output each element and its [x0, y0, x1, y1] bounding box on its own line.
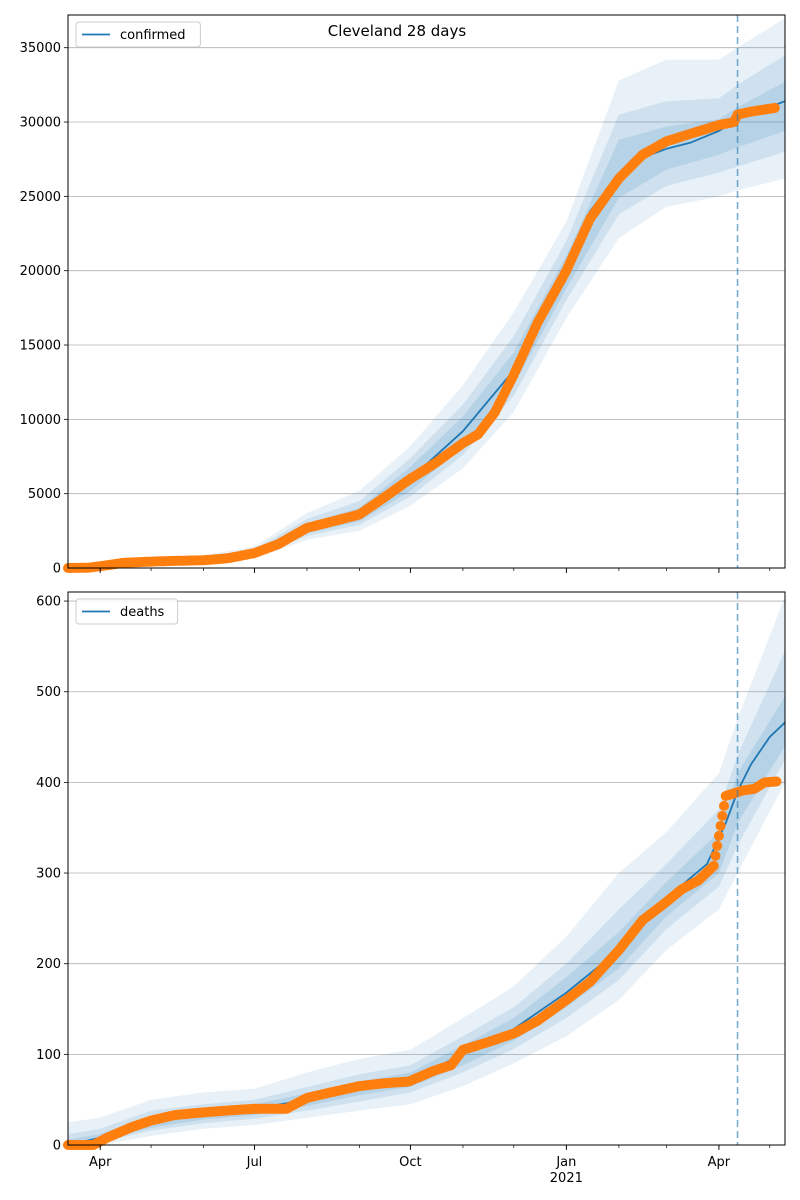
legend-label: confirmed — [120, 28, 186, 43]
confidence-band — [68, 18, 785, 568]
y-tick-label: 200 — [36, 957, 61, 972]
legend: deaths — [75, 598, 179, 625]
confidence-band — [68, 81, 785, 569]
legend-label: deaths — [120, 605, 165, 620]
observed-point — [717, 810, 728, 821]
x-tick-label: Oct — [399, 1155, 421, 1170]
y-tick-label: 500 — [36, 685, 61, 700]
y-tick-label: 30000 — [20, 116, 61, 131]
y-tick-label: 35000 — [20, 41, 61, 56]
y-tick-label: 5000 — [28, 487, 61, 502]
x-tick-label: Jan — [555, 1155, 576, 1170]
confidence-band — [68, 55, 785, 569]
confidence-band — [68, 650, 785, 1145]
plot-frame — [67, 14, 786, 569]
chart-panel-confirmed: 0 5000 10000 15000 20000 25000 30000 35000 confi… — [20, 14, 786, 577]
observed-point — [713, 830, 724, 841]
plot-frame — [67, 591, 786, 1146]
observed-point — [712, 840, 723, 851]
confidence-band — [68, 596, 785, 1145]
x-tick-label: Apr — [89, 1155, 112, 1170]
x-tick-sublabel: 2021 — [550, 1171, 583, 1186]
observed-point — [719, 800, 729, 811]
y-tick-label: 600 — [36, 595, 61, 610]
observed-point — [710, 850, 721, 861]
observed-point — [708, 860, 719, 871]
y-tick-label: 20000 — [20, 264, 61, 279]
y-tick-label: 0 — [53, 1139, 61, 1154]
y-tick-label: 300 — [36, 867, 61, 882]
figure-title: Cleveland 28 days — [328, 22, 467, 40]
legend-box — [75, 21, 201, 48]
observed-point — [771, 776, 782, 787]
observed-point — [769, 102, 780, 113]
legend-box — [75, 598, 179, 625]
y-tick-label: 100 — [36, 1048, 61, 1063]
y-tick-label: 400 — [36, 776, 61, 791]
y-tick-label: 15000 — [20, 339, 61, 354]
y-tick-label: 25000 — [20, 190, 61, 205]
observed-point — [715, 820, 726, 831]
legend: confirmed — [75, 21, 201, 48]
y-tick-label: 10000 — [20, 413, 61, 428]
x-tick-label: Apr — [708, 1155, 731, 1170]
y-tick-label: 0 — [53, 562, 61, 577]
x-tick-label: Jul — [246, 1155, 263, 1170]
